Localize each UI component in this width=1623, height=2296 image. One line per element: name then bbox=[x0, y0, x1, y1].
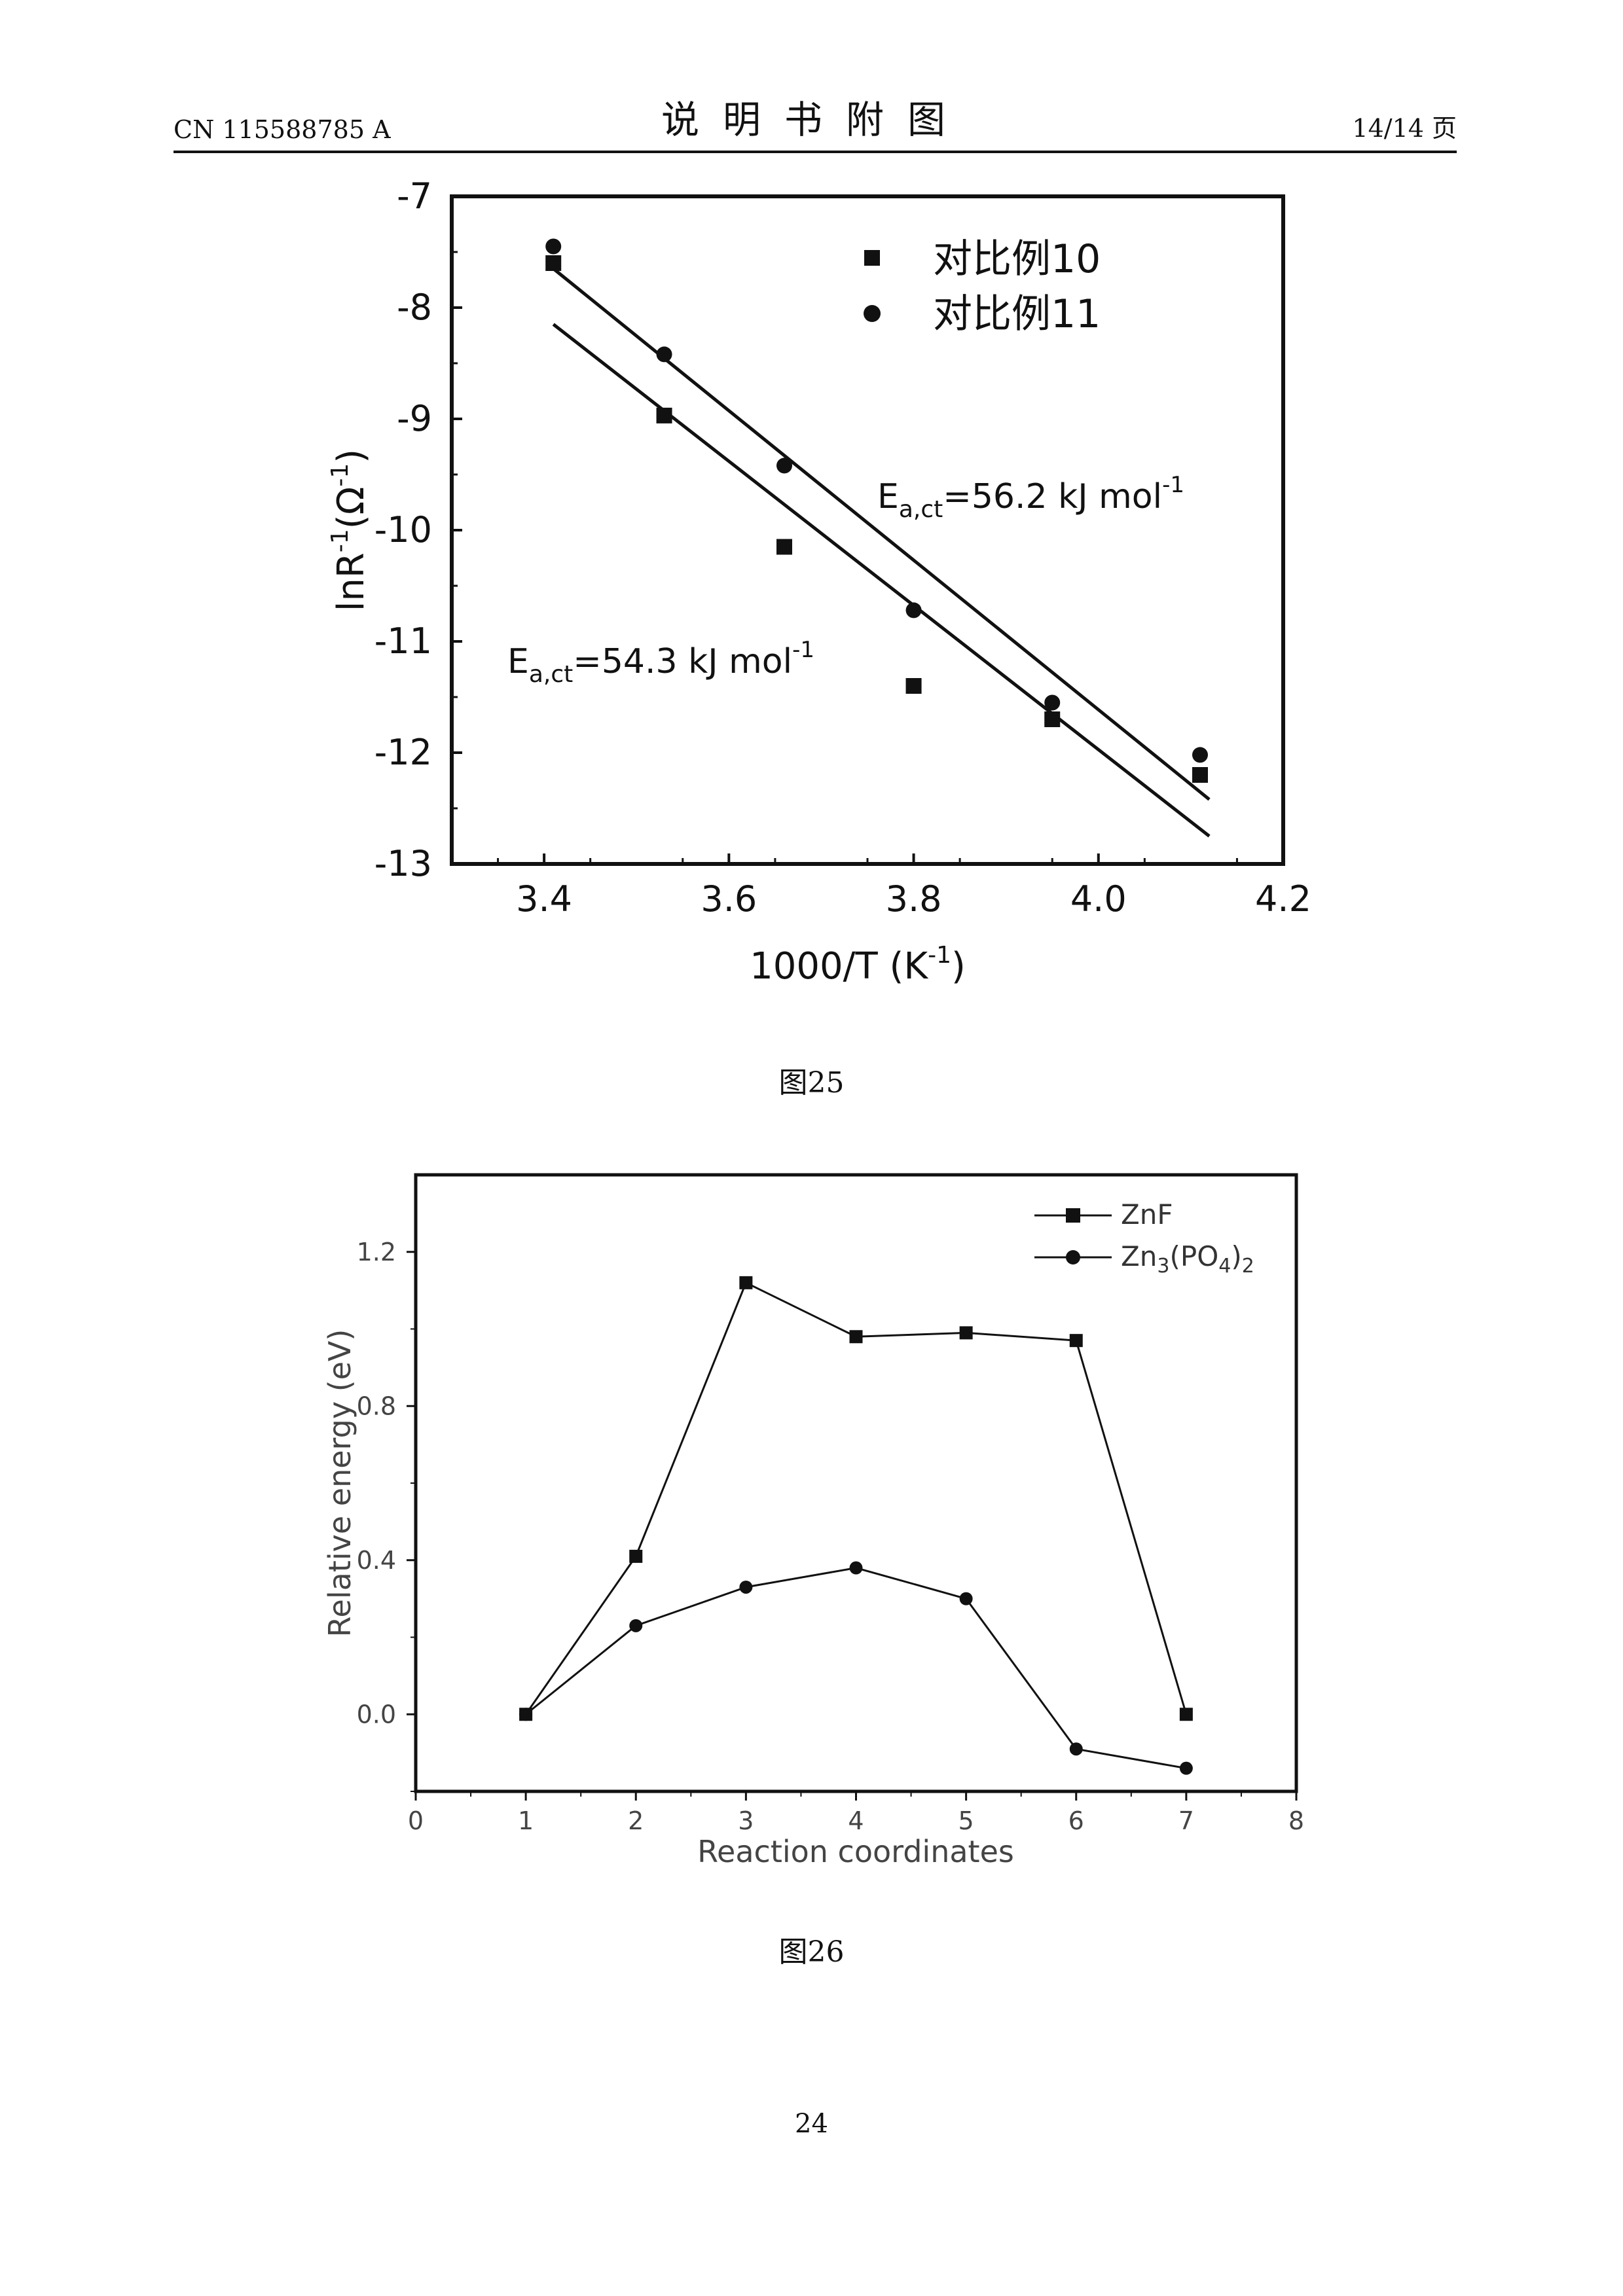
data-point-square bbox=[849, 1330, 863, 1344]
data-point-circle bbox=[776, 457, 792, 474]
x-axis-title: 1000/T (K-1) bbox=[750, 942, 966, 988]
x-tick-label: 1 bbox=[518, 1806, 534, 1835]
y-axis-title: lnR-1(Ω-1) bbox=[327, 449, 373, 611]
y-tick-label: -12 bbox=[374, 732, 432, 773]
legend-label-series-2: Zn3(PO4)2 bbox=[1121, 1240, 1254, 1278]
data-point-circle bbox=[739, 1580, 753, 1594]
legend-label-series-2: 对比例11 bbox=[933, 291, 1101, 337]
data-point-circle bbox=[1044, 694, 1061, 711]
y-tick-label: 0.0 bbox=[357, 1700, 396, 1729]
legend: 对比例10 对比例11 bbox=[864, 236, 1101, 337]
data-points bbox=[519, 1276, 1193, 1775]
patent-number: CN 115588785 A bbox=[173, 115, 391, 144]
figure-26-chart: 0 1 2 3 4 5 6 7 8 0.0 0.4 0.8 1.2 ZnF Zn3(PO4)2 Reac… bbox=[322, 1173, 1305, 1869]
x-tick-label: 3.4 bbox=[516, 878, 572, 920]
data-point-square bbox=[1069, 1334, 1083, 1348]
figure-25-caption: 图25 bbox=[778, 1066, 845, 1100]
data-point-square bbox=[776, 539, 792, 555]
data-point-square bbox=[959, 1326, 973, 1340]
legend-circle-marker bbox=[1066, 1250, 1080, 1265]
y-tick-label: 0.8 bbox=[357, 1391, 396, 1420]
x-tick-label: 3 bbox=[738, 1806, 754, 1835]
x-tick-label: 4 bbox=[848, 1806, 864, 1835]
data-point-square bbox=[905, 678, 922, 694]
data-point-circle bbox=[905, 602, 922, 619]
data-point-square bbox=[545, 255, 562, 271]
legend-square-marker bbox=[1066, 1208, 1080, 1223]
page-number: 24 bbox=[795, 2109, 828, 2139]
axis-ticks: 0 1 2 3 4 5 6 7 8 0.0 0.4 0.8 1.2 bbox=[357, 1238, 1305, 1835]
x-tick-label: 5 bbox=[958, 1806, 974, 1835]
data-point-square bbox=[656, 407, 672, 423]
figure-26-caption: 图26 bbox=[778, 1935, 845, 1969]
series-line-2 bbox=[525, 1566, 1187, 1770]
plot-frame bbox=[450, 194, 1285, 866]
x-tick-label: 2 bbox=[628, 1806, 644, 1835]
y-tick-label: -7 bbox=[397, 175, 432, 217]
legend-circle-marker bbox=[864, 305, 881, 322]
x-tick-label: 3.6 bbox=[701, 878, 757, 920]
data-points bbox=[545, 238, 1208, 783]
data-point-circle bbox=[1069, 1742, 1083, 1756]
data-point-circle bbox=[1179, 1761, 1193, 1775]
y-tick-label: -9 bbox=[397, 398, 432, 439]
data-point-circle bbox=[1192, 747, 1208, 763]
data-point-square bbox=[739, 1276, 753, 1289]
x-tick-label: 7 bbox=[1178, 1806, 1194, 1835]
axis-ticks: 3.4 3.6 3.8 4.0 4.2 -7 -8 -9 -10 -11 -12 -13 bbox=[374, 175, 1311, 920]
data-point-circle bbox=[656, 346, 672, 363]
data-point-square bbox=[1192, 767, 1208, 783]
data-point-square bbox=[1044, 711, 1061, 727]
fit-line bbox=[552, 323, 1211, 838]
y-axis-title: Relative energy (eV) bbox=[322, 1329, 357, 1638]
legend: ZnF Zn3(PO4)2 bbox=[1034, 1198, 1254, 1278]
legend-label-series-1: ZnF bbox=[1121, 1198, 1173, 1230]
x-tick-label: 8 bbox=[1288, 1806, 1304, 1835]
y-tick-label: -8 bbox=[397, 287, 432, 328]
data-point-circle bbox=[629, 1619, 643, 1632]
x-tick-label: 0 bbox=[408, 1806, 424, 1835]
data-point-circle bbox=[519, 1708, 533, 1721]
y-tick-label: 1.2 bbox=[357, 1238, 396, 1266]
x-tick-label: 4.0 bbox=[1070, 878, 1127, 920]
data-point-circle bbox=[849, 1561, 863, 1575]
fit-line bbox=[552, 267, 1211, 801]
page-header: CN 115588785 A 说明书附图 14/14 页 bbox=[173, 98, 1457, 153]
figure-25-chart: 3.4 3.6 3.8 4.0 4.2 -7 -8 -9 -10 -11 -12 -13 对比例10 … bbox=[327, 175, 1311, 988]
y-tick-label: 0.4 bbox=[357, 1546, 396, 1575]
activation-energy-lower: Ea,ct=54.3 kJ mol-1 bbox=[507, 637, 814, 688]
data-point-circle bbox=[959, 1592, 973, 1605]
x-tick-label: 3.8 bbox=[886, 878, 942, 920]
y-tick-label: -10 bbox=[374, 509, 432, 550]
data-point-square bbox=[1179, 1708, 1193, 1721]
header-title: 说明书附图 bbox=[661, 98, 969, 142]
data-point-square bbox=[629, 1549, 643, 1563]
page-count: 14/14 页 bbox=[1352, 114, 1457, 143]
legend-label-series-1: 对比例10 bbox=[933, 236, 1101, 282]
y-tick-label: -13 bbox=[374, 843, 432, 884]
fit-lines bbox=[552, 267, 1211, 838]
x-tick-label: 6 bbox=[1068, 1806, 1084, 1835]
legend-square-marker bbox=[864, 250, 880, 266]
x-axis-title: Reaction coordinates bbox=[697, 1834, 1014, 1869]
series-lines bbox=[524, 1281, 1188, 1770]
data-point-circle bbox=[545, 238, 562, 255]
series-line-1 bbox=[524, 1281, 1188, 1715]
activation-energy-upper: Ea,ct=56.2 kJ mol-1 bbox=[877, 472, 1184, 523]
y-tick-label: -11 bbox=[374, 620, 432, 662]
x-tick-label: 4.2 bbox=[1255, 878, 1311, 920]
